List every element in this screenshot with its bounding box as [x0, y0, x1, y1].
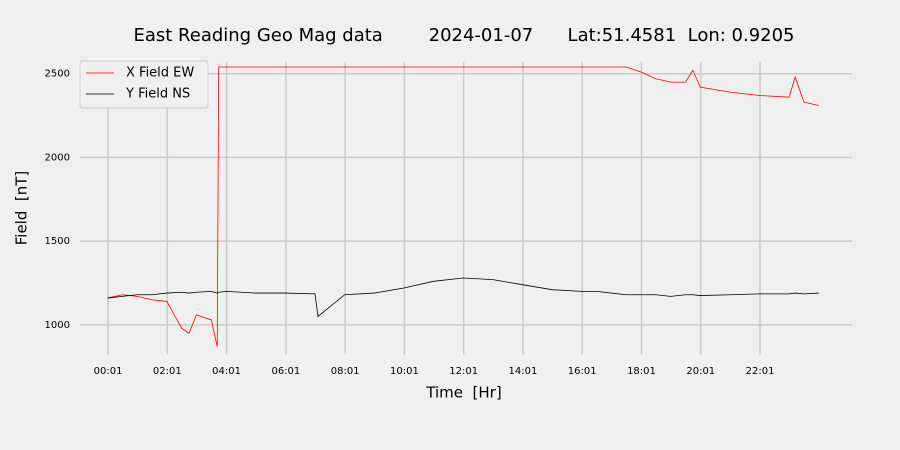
- x-tick-label: 18:01: [627, 366, 656, 377]
- x-tick-label: 06:01: [271, 366, 300, 377]
- legend-label: Y Field NS: [125, 87, 190, 102]
- y-tick-label: 1500: [45, 236, 70, 247]
- data-line: [107, 277, 819, 318]
- x-tick-label: 22:01: [746, 366, 775, 377]
- y-tick-label: 1000: [45, 320, 70, 331]
- data-line: [107, 66, 819, 347]
- y-tick-label: 2500: [45, 69, 70, 80]
- x-axis-label: Time [Hr]: [425, 384, 501, 402]
- x-tick-label: 08:01: [331, 366, 360, 377]
- x-tick-label: 00:01: [94, 366, 123, 377]
- x-tick-label: 10:01: [390, 366, 419, 377]
- x-tick-label: 16:01: [568, 366, 597, 377]
- legend-label: X Field EW: [126, 66, 194, 81]
- chart-title: East Reading Geo Mag data 2024-01-07 Lat…: [133, 25, 794, 46]
- y-tick-label: 2000: [45, 152, 70, 163]
- x-tick-label: 12:01: [449, 366, 478, 377]
- x-tick-label: 02:01: [153, 366, 182, 377]
- x-tick-label: 04:01: [212, 366, 241, 377]
- y-axis-label: Field [nT]: [13, 171, 31, 246]
- x-tick-label: 20:01: [686, 366, 715, 377]
- x-tick-label: 14:01: [509, 366, 538, 377]
